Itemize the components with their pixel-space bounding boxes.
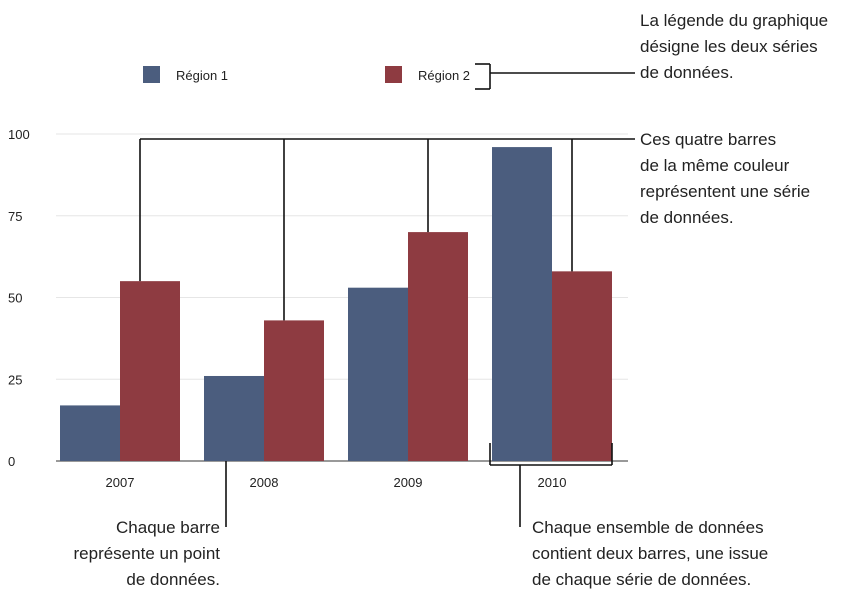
legend: Région 1 Région 2: [143, 66, 470, 83]
legend-note-line-3: de données.: [640, 63, 734, 82]
y-tick-label: 100: [8, 127, 30, 142]
bar-region-2-2010: [552, 271, 612, 461]
bar-region-2-2009: [408, 232, 468, 461]
y-tick-label: 50: [8, 291, 22, 306]
legend-swatch: [143, 66, 160, 83]
y-tick-label: 0: [8, 454, 15, 469]
legend-swatch: [385, 66, 402, 83]
bar-note-line-2: représente un point: [74, 544, 221, 563]
bar-region-1-2007: [60, 405, 120, 461]
legend-label: Région 1: [176, 68, 228, 83]
group-note-line-3: de chaque série de données.: [532, 570, 751, 589]
bar-region-2-2007: [120, 281, 180, 461]
bar-note-line-1: Chaque barre: [116, 518, 220, 537]
y-axis-ticks: 0 25 50 75 100: [8, 127, 30, 469]
legend-note-line-2: désigne les deux séries: [640, 37, 818, 56]
x-axis-ticks: 2007 2008 2009 2010: [106, 475, 567, 490]
y-tick-label: 25: [8, 372, 22, 387]
x-tick-label: 2009: [394, 475, 423, 490]
group-note-line-1: Chaque ensemble de données: [532, 518, 764, 537]
bars: [60, 147, 612, 461]
series-note-line-3: représentent une série: [640, 182, 810, 201]
legend-label: Région 2: [418, 68, 470, 83]
bar-region-1-2009: [348, 287, 408, 461]
callout-lines: [139, 63, 635, 527]
x-tick-label: 2008: [250, 475, 279, 490]
x-tick-label: 2010: [538, 475, 567, 490]
bar-region-1-2008: [204, 375, 264, 461]
group-note-line-2: contient deux barres, une issue: [532, 544, 768, 563]
bar-region-1-2010: [492, 147, 552, 461]
legend-note-line-1: La légende du graphique: [640, 11, 828, 30]
series-note-line-4: de données.: [640, 208, 734, 227]
bar-region-2-2008: [264, 320, 324, 461]
series-note-line-1: Ces quatre barres: [640, 130, 776, 149]
bar-note-line-3: de données.: [126, 570, 220, 589]
series-note-line-2: de la même couleur: [640, 156, 790, 175]
y-tick-label: 75: [8, 209, 22, 224]
x-tick-label: 2007: [106, 475, 135, 490]
